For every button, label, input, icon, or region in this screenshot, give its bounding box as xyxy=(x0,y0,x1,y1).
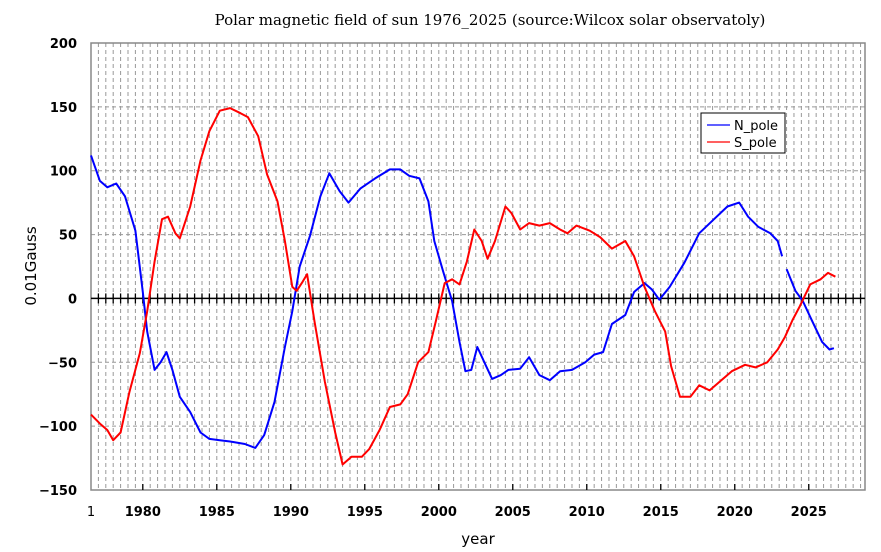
x-tick-label: 1980 xyxy=(125,505,161,520)
series-line-s-pole xyxy=(90,107,836,466)
y-tick-label: 0 xyxy=(68,292,77,307)
plot-frame xyxy=(90,42,866,491)
y-tick-label: −150 xyxy=(39,484,77,499)
legend: N_pole S_pole xyxy=(700,112,786,154)
x-tick-label: 1 xyxy=(87,505,95,520)
y-axis-label: 0.01Gauss xyxy=(22,226,40,306)
x-tick-label: 2020 xyxy=(717,505,753,520)
legend-box xyxy=(700,112,786,154)
x-tick-label: 2025 xyxy=(791,505,827,520)
y-tick-label: 100 xyxy=(50,165,77,180)
legend-label-n-pole: N_pole xyxy=(734,119,778,134)
x-tick-label: 2010 xyxy=(569,505,605,520)
legend-label-s-pole: S_pole xyxy=(734,136,777,151)
x-tick-label: 1995 xyxy=(347,505,383,520)
x-tick-label: 1985 xyxy=(199,505,235,520)
chart-title: Polar magnetic field of sun 1976_2025 (s… xyxy=(215,11,766,29)
x-tick-label: 1990 xyxy=(273,505,309,520)
x-tick-label: 2015 xyxy=(643,505,679,520)
gridlines xyxy=(91,43,865,490)
x-tick-label: 2005 xyxy=(495,505,531,520)
y-tick-label: 150 xyxy=(50,101,77,116)
y-tick-label: 50 xyxy=(59,229,77,244)
x-tick-label: 2000 xyxy=(421,505,457,520)
x-axis-label: year xyxy=(461,530,495,548)
y-tick-label: −100 xyxy=(39,420,77,435)
y-tick-label: 200 xyxy=(50,37,77,52)
series-line-n-pole xyxy=(785,268,835,351)
y-tick-label: −50 xyxy=(48,356,77,371)
series-lines xyxy=(90,107,836,466)
series-line-n-pole xyxy=(90,155,784,449)
axes: −150 −100 −50 0 50 100 150 200 1 1980 1985 1990 1995… xyxy=(39,37,865,520)
